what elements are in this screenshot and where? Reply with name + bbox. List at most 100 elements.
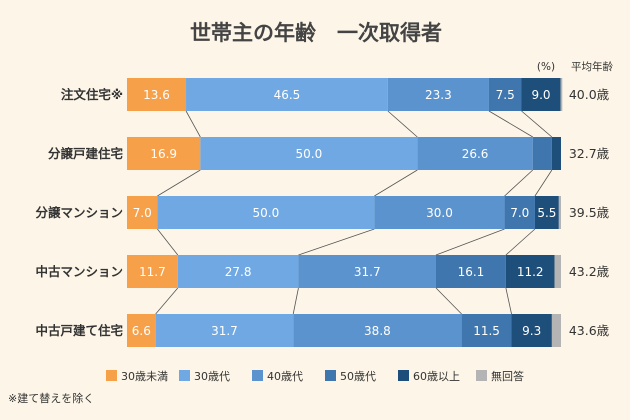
chart-title: 世帯主の年齢 一次取得者 [190, 21, 442, 45]
bar-segment [387, 78, 489, 111]
average-age: 39.5歳 [569, 205, 610, 220]
connector-line [534, 169, 553, 197]
connector-line [488, 110, 533, 138]
bar-segment [511, 314, 552, 347]
bar-segment [551, 137, 561, 170]
data-label: 11.5 [473, 324, 500, 338]
legend-label: 40歳代 [267, 370, 303, 383]
bar-segment [534, 196, 559, 229]
bar-segment [521, 78, 561, 111]
data-label: 16.1 [458, 265, 485, 279]
bar-segment [177, 255, 299, 288]
bar-segment [417, 137, 533, 170]
data-label: 9.3 [522, 324, 541, 338]
data-label: 38.8 [364, 324, 391, 338]
bar-segment [558, 196, 561, 229]
bar-segment [127, 78, 187, 111]
bar-segment [298, 255, 437, 288]
data-label: 23.3 [425, 88, 452, 102]
data-label: 27.8 [225, 265, 252, 279]
bar-segment [157, 196, 375, 229]
connector-line [157, 228, 179, 256]
data-label: 26.6 [462, 147, 489, 161]
legend-label: 30歳未満 [121, 370, 168, 383]
data-label: 50.0 [295, 147, 322, 161]
connector-line [292, 287, 299, 315]
data-label: 50.0 [253, 206, 280, 220]
stacked-bars: 13.6 46.5 23.3 7.5 9.0 16.9 50.0 26.6 7.0 50.0 30.… [127, 78, 563, 347]
bar-segment [560, 78, 563, 111]
legend-swatch [476, 370, 487, 381]
data-label: 5.5 [537, 206, 556, 220]
connector-line [435, 287, 462, 315]
connector-lines [155, 110, 553, 315]
data-label: 11.7 [139, 265, 166, 279]
legend-label: 無回答 [491, 369, 524, 383]
unit-label: (%) [537, 61, 555, 73]
connector-line [505, 228, 536, 256]
data-label: 31.7 [211, 324, 238, 338]
connector-line [505, 287, 512, 315]
average-age: 40.0歳 [569, 87, 610, 102]
legend-label: 50歳代 [340, 370, 376, 383]
legend-swatch [179, 370, 190, 381]
bar-segment [504, 196, 535, 229]
data-label: 7.0 [133, 206, 152, 220]
category-label: 分譲マンション [35, 205, 123, 220]
data-label: 13.6 [143, 88, 170, 102]
avg-age-header: 平均年齢 [571, 60, 613, 73]
data-label: 7.5 [496, 88, 515, 102]
legend-swatch [325, 370, 336, 381]
connector-line [157, 169, 201, 197]
legend-label: 30歳代 [194, 370, 230, 383]
legend-swatch [398, 370, 409, 381]
bar-segment [436, 255, 506, 288]
bar-segment [488, 78, 522, 111]
average-age: 43.6歳 [569, 323, 610, 338]
average-age: 43.2歳 [569, 264, 610, 279]
data-label: 6.6 [132, 324, 151, 338]
category-label: 注文住宅※ [61, 87, 123, 102]
average-age-values: 40.0歳 32.7歳 39.5歳 43.2歳 43.6歳 [569, 87, 610, 338]
category-label: 分譲戸建住宅 [48, 146, 124, 161]
bar-segment [186, 78, 388, 111]
data-label: 9.0 [531, 88, 550, 102]
legend-swatch [106, 370, 117, 381]
bar-segment [461, 314, 512, 347]
data-label: 30.0 [426, 206, 453, 220]
data-label: 46.5 [274, 88, 301, 102]
bar-segment [374, 196, 505, 229]
category-label: 中古戸建て住宅 [35, 323, 123, 338]
bar-segment [127, 314, 156, 347]
connector-line [185, 110, 201, 138]
connector-line [374, 169, 418, 197]
bar-segment [505, 255, 555, 288]
connector-line [504, 169, 534, 197]
connector-line [521, 110, 553, 138]
connector-line [435, 228, 505, 256]
connector-line [155, 287, 179, 315]
legend: 30歳未満 30歳代 40歳代 50歳代 60歳以上 無回答 [106, 369, 524, 383]
bar-segment [200, 137, 418, 170]
bar-segment [127, 196, 158, 229]
data-label: 16.9 [150, 147, 177, 161]
bar-segment [155, 314, 294, 347]
average-age: 32.7歳 [569, 146, 610, 161]
connector-line [387, 110, 418, 138]
legend-swatch [252, 370, 263, 381]
bar-segment [551, 314, 561, 347]
bar-segment [532, 137, 552, 170]
legend-label: 60歳以上 [413, 370, 460, 383]
footnote: ※建て替えを除く [8, 391, 94, 405]
data-label: 7.0 [510, 206, 529, 220]
data-label: 11.2 [517, 265, 544, 279]
bar-segment [293, 314, 462, 347]
category-label: 中古マンション [35, 264, 123, 279]
bar-segment [554, 255, 561, 288]
bar-segment [127, 255, 178, 288]
bar-segment [127, 137, 201, 170]
connector-line [298, 228, 375, 256]
data-label: 31.7 [354, 265, 381, 279]
